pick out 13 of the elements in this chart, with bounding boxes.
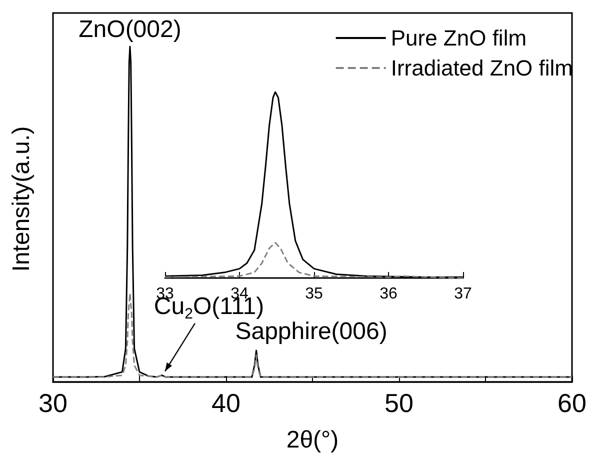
- x-tick-label: 50: [384, 388, 414, 418]
- x-tick-label: 60: [558, 388, 586, 418]
- y-axis-title: Intensity(a.u.): [8, 125, 36, 274]
- annotation: ZnO(002): [78, 16, 182, 44]
- x-tick-label: 30: [38, 388, 68, 418]
- legend-label: Pure ZnO film: [390, 26, 527, 50]
- x-tick-label: 36: [380, 286, 398, 302]
- x-tick-label: 35: [305, 286, 323, 302]
- x-tick-label: 37: [454, 286, 472, 302]
- x-tick-label: 40: [212, 388, 240, 418]
- annotation: Sapphire(006): [235, 318, 388, 345]
- x-axis-title: 2θ(°): [286, 426, 339, 454]
- legend-label: Irradiated ZnO film: [390, 56, 574, 80]
